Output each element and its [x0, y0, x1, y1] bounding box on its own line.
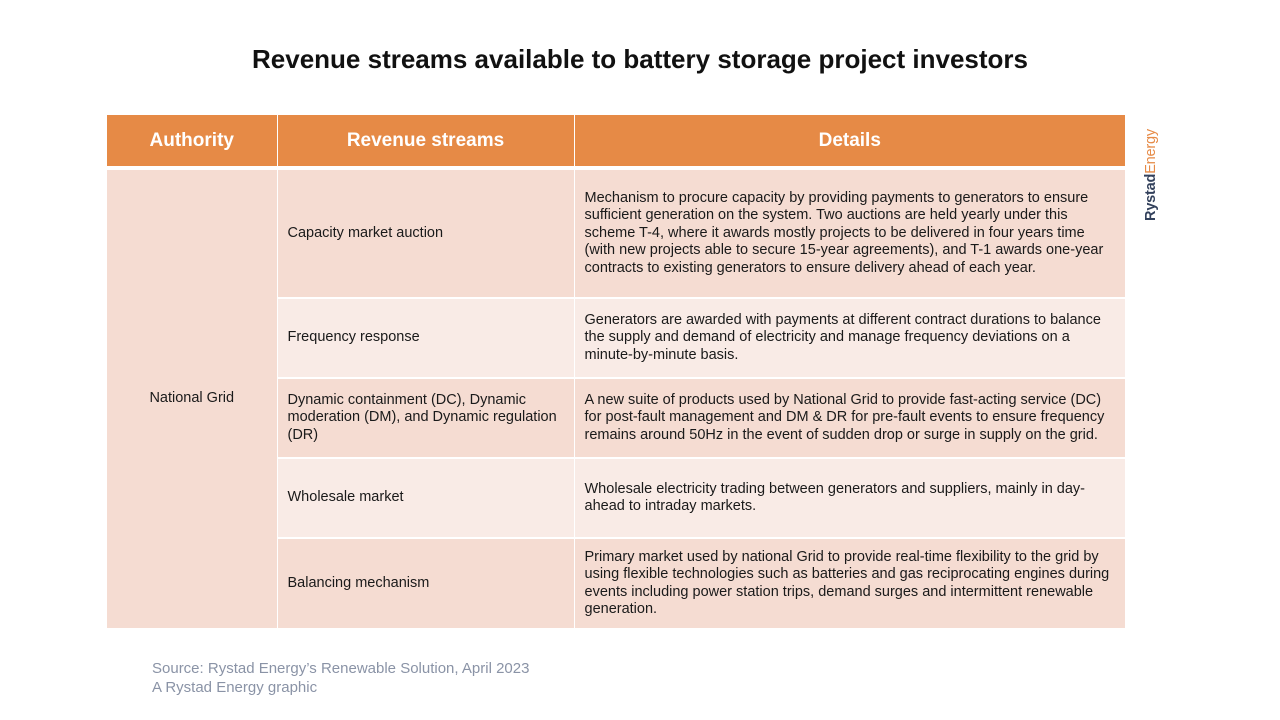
logo-text-rystad: Rystad [1143, 173, 1159, 221]
table-header-row: Authority Revenue streams Details [107, 115, 1125, 170]
header-revenue-streams: Revenue streams [277, 115, 575, 170]
table-row: National Grid Capacity market auction Me… [107, 168, 1125, 630]
table-row: Balancing mechanism Primary market used … [107, 538, 1125, 630]
stream-cell: Capacity market auction [277, 168, 575, 299]
rystad-energy-logo: RystadEnergy [1141, 123, 1161, 227]
credit-text: A Rystad Energy graphic [152, 679, 318, 696]
table-row: Frequency response Generators are awarde… [107, 298, 1125, 379]
table-row: Dynamic containment (DC), Dynamic modera… [107, 378, 1125, 459]
stream-cell: Balancing mechanism [277, 538, 575, 630]
details-cell: Primary market used by national Grid to … [574, 538, 1125, 630]
source-note: Source: Rystad Energy’s Renewable Soluti… [152, 659, 529, 697]
details-cell: Wholesale electricity trading between ge… [574, 458, 1125, 539]
stream-cell: Frequency response [277, 298, 575, 379]
header-authority: Authority [107, 115, 278, 170]
details-cell: Generators are awarded with payments at … [574, 298, 1125, 379]
authority-cell: National Grid [107, 168, 278, 630]
details-cell: Mechanism to procure capacity by providi… [574, 168, 1125, 299]
stream-cell: Wholesale market [277, 458, 575, 539]
page-title: Revenue streams available to battery sto… [252, 44, 1028, 74]
details-cell: A new suite of products used by National… [574, 378, 1125, 459]
logo-text-energy: Energy [1143, 129, 1159, 174]
source-text: Source: Rystad Energy’s Renewable Soluti… [152, 660, 530, 677]
stream-cell: Dynamic containment (DC), Dynamic modera… [277, 378, 575, 459]
revenue-streams-table: Authority Revenue streams Details Nation… [107, 115, 1125, 630]
table-row: Wholesale market Wholesale electricity t… [107, 458, 1125, 539]
header-details: Details [574, 115, 1125, 170]
